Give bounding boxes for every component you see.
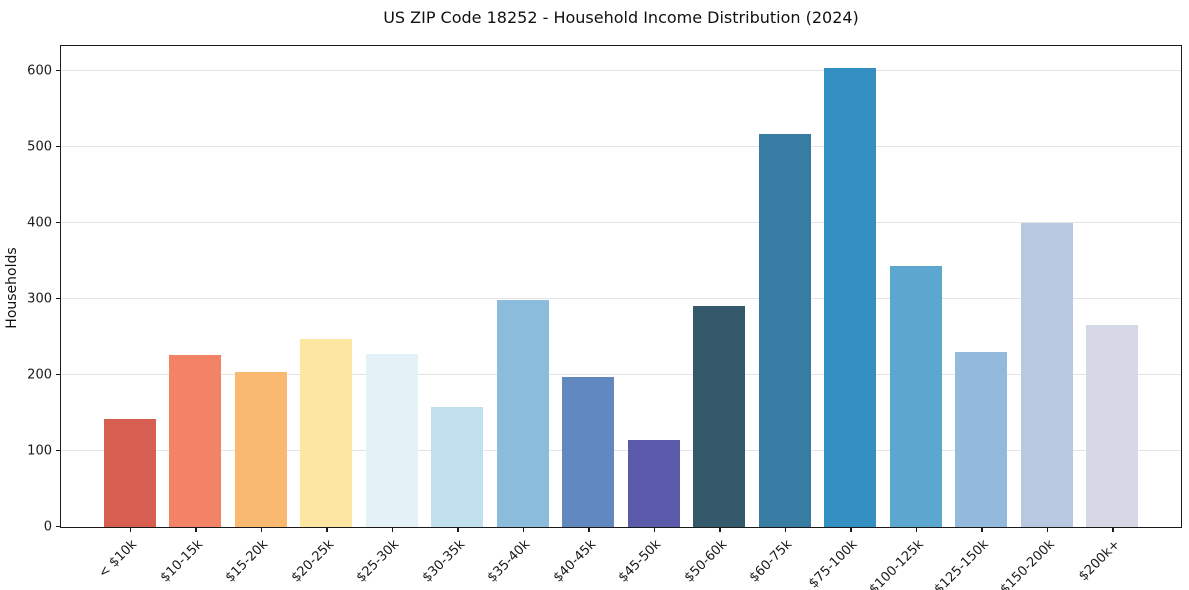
x-tick-label: $25-30k: [353, 537, 403, 586]
gridline: [61, 145, 1181, 148]
bar-$20-25k: [300, 339, 353, 527]
y-axis-tick: [56, 69, 61, 72]
x-axis-tick: [915, 527, 918, 532]
bar-$100-125k: [889, 266, 942, 527]
y-tick-label: 600: [27, 63, 52, 79]
x-axis-tick: [260, 527, 263, 532]
x-tick-label: $75-100k: [806, 537, 861, 590]
x-tick-label: $100-125k: [866, 537, 927, 590]
bar-< $10k: [103, 418, 156, 527]
y-axis-label: Households: [4, 247, 20, 329]
x-tick-label: $40-45k: [550, 537, 599, 586]
x-tick-label: $30-35k: [419, 537, 468, 586]
x-axis-tick: [850, 527, 852, 532]
x-tick-label: $50-60k: [681, 537, 730, 586]
y-tick-label: 100: [27, 443, 52, 459]
bar-$60-75k: [758, 134, 811, 527]
bar-$125-150k: [955, 351, 1008, 527]
gridline: [61, 373, 1181, 376]
x-tick-label: $150-200k: [997, 537, 1058, 590]
x-axis-tick: [522, 527, 525, 532]
chart-title: US ZIP Code 18252 - Household Income Dis…: [383, 8, 859, 27]
x-axis-tick: [195, 527, 197, 532]
bar-slot: $60-75k: [747, 134, 811, 585]
x-axis-tick: [129, 527, 132, 532]
y-tick-label: 200: [27, 367, 52, 383]
bar-slot: $75-100k: [807, 68, 877, 590]
x-axis-tick: [457, 527, 459, 532]
bar-slot: $35-40k: [485, 300, 549, 585]
x-tick-label: $125-150k: [931, 537, 992, 590]
x-axis-tick: [588, 527, 590, 532]
bar-$25-30k: [365, 353, 418, 527]
bar-$50-60k: [693, 305, 746, 527]
bar-slot: $50-60k: [681, 305, 746, 585]
x-axis-tick: [653, 527, 656, 532]
x-tick-label: $10-15k: [157, 537, 206, 586]
gridline: [61, 297, 1181, 300]
y-axis-tick: [56, 449, 61, 452]
x-axis-tick: [1046, 527, 1049, 532]
bar-slot: $40-45k: [550, 377, 615, 585]
y-tick-label: 300: [27, 291, 52, 307]
x-tick-label: $200k+: [1075, 537, 1123, 585]
x-axis-tick: [784, 527, 787, 532]
bar-slot: $30-35k: [419, 407, 484, 585]
y-axis-tick: [56, 221, 61, 224]
y-axis-tick: [56, 297, 61, 300]
bar-slot: $125-150k: [932, 351, 1008, 590]
bar-slot: $45-50k: [616, 440, 680, 585]
bar-$10-15k: [169, 354, 222, 527]
x-axis-tick: [326, 527, 328, 532]
bar-slot: $25-30k: [354, 353, 418, 585]
bar-slot: $100-125k: [866, 266, 942, 590]
bar-$200k+: [1086, 324, 1139, 527]
y-axis-tick: [56, 525, 61, 527]
bar-$35-40k: [496, 300, 549, 527]
y-tick-label: 0: [43, 519, 52, 535]
bar-$150-200k: [1020, 223, 1073, 527]
x-tick-label: $20-25k: [288, 537, 337, 586]
gridline: [61, 221, 1181, 224]
x-axis-tick: [1112, 527, 1114, 532]
x-tick-label: < $10k: [96, 537, 141, 582]
bar-slot: < $10k: [96, 418, 156, 581]
bar-$40-45k: [562, 377, 615, 527]
bar-slot: $10-15k: [157, 354, 222, 585]
x-tick-label: $15-20k: [222, 537, 272, 586]
y-tick-label: 400: [27, 215, 52, 231]
x-tick-label: $60-75k: [746, 537, 796, 586]
bar-slot: $150-200k: [997, 223, 1073, 590]
x-tick-label: $45-50k: [615, 537, 665, 586]
y-tick-label: 500: [27, 139, 52, 155]
bar-slot: $15-20k: [223, 372, 287, 585]
bar-slot: $20-25k: [288, 339, 353, 585]
bar-$30-35k: [431, 407, 484, 527]
x-tick-label: $35-40k: [484, 537, 534, 586]
x-axis-tick: [719, 527, 721, 532]
gridline: [61, 69, 1181, 72]
bars-container: < $10k $10-15k $15-20k $20-25k $25-30k $30-35…: [61, 46, 1181, 590]
y-axis-tick: [56, 373, 61, 376]
plot-area: < $10k $10-15k $15-20k $20-25k $25-30k $30-35…: [27, 45, 1182, 590]
bar-$45-50k: [627, 440, 680, 527]
y-axis-tick: [56, 145, 61, 148]
x-axis-tick: [981, 527, 983, 532]
bar-slot: $200k+: [1076, 324, 1139, 584]
gridline: [61, 449, 1181, 452]
bar-$15-20k: [234, 372, 287, 527]
bar-$75-100k: [824, 68, 877, 527]
x-axis-tick: [391, 527, 394, 532]
